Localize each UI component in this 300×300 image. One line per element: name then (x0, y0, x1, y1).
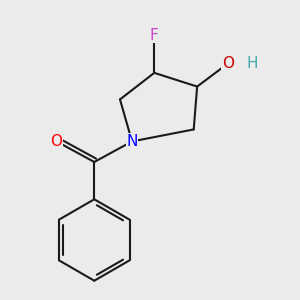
Text: N: N (126, 134, 138, 149)
Text: O: O (222, 56, 234, 71)
Text: H: H (246, 56, 258, 71)
Text: F: F (150, 28, 159, 43)
Text: O: O (51, 134, 63, 149)
